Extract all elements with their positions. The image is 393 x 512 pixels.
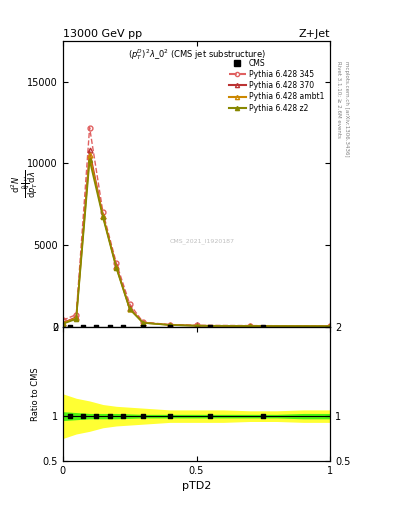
Line: Pythia 6.428 ambt1: Pythia 6.428 ambt1 <box>61 153 332 329</box>
Pythia 6.428 370 <box>101 212 105 219</box>
Pythia 6.428 345 <box>248 323 252 329</box>
Pythia 6.428 345 <box>101 209 105 216</box>
Point <box>93 412 99 420</box>
Point <box>207 323 213 331</box>
Point <box>120 412 126 420</box>
Text: 13000 GeV pp: 13000 GeV pp <box>63 29 142 39</box>
Pythia 6.428 370 <box>114 263 119 269</box>
Point <box>207 412 213 420</box>
Pythia 6.428 z2 <box>328 323 332 329</box>
Pythia 6.428 345 <box>114 260 119 266</box>
Pythia 6.428 z2 <box>87 157 92 163</box>
Pythia 6.428 ambt1 <box>87 152 92 158</box>
Point <box>120 323 126 331</box>
Text: Z+Jet: Z+Jet <box>299 29 330 39</box>
Legend: CMS, Pythia 6.428 345, Pythia 6.428 370, Pythia 6.428 ambt1, Pythia 6.428 z2: CMS, Pythia 6.428 345, Pythia 6.428 370,… <box>226 56 326 115</box>
Pythia 6.428 ambt1 <box>194 323 199 329</box>
Pythia 6.428 345 <box>167 322 172 328</box>
Pythia 6.428 z2 <box>61 321 65 327</box>
Pythia 6.428 ambt1 <box>74 315 79 321</box>
Pythia 6.428 ambt1 <box>167 322 172 328</box>
Y-axis label: Ratio to CMS: Ratio to CMS <box>31 367 40 421</box>
Line: Pythia 6.428 345: Pythia 6.428 345 <box>61 125 332 328</box>
Point <box>80 323 86 331</box>
Y-axis label: $\mathrm{d}^2N$
$\overline{\mathrm{d}p_T\,\mathrm{d}\lambda}$: $\mathrm{d}^2N$ $\overline{\mathrm{d}p_T… <box>9 170 40 198</box>
Pythia 6.428 ambt1 <box>101 212 105 219</box>
Pythia 6.428 345 <box>87 124 92 131</box>
Pythia 6.428 345 <box>61 317 65 324</box>
Pythia 6.428 z2 <box>74 316 79 322</box>
Pythia 6.428 ambt1 <box>61 320 65 326</box>
Point <box>93 323 99 331</box>
Pythia 6.428 ambt1 <box>141 319 145 326</box>
Point <box>167 412 173 420</box>
Text: mcplots.cern.ch [arXiv:1306.3436]: mcplots.cern.ch [arXiv:1306.3436] <box>344 61 349 157</box>
Pythia 6.428 z2 <box>141 320 145 326</box>
Text: Rivet 3.1.10; ≥ 2.6M events: Rivet 3.1.10; ≥ 2.6M events <box>336 61 341 138</box>
Point <box>260 412 266 420</box>
Pythia 6.428 370 <box>328 323 332 329</box>
Line: Pythia 6.428 z2: Pythia 6.428 z2 <box>61 158 332 328</box>
Pythia 6.428 370 <box>167 322 172 328</box>
Line: Pythia 6.428 370: Pythia 6.428 370 <box>61 148 332 329</box>
Point <box>66 412 73 420</box>
X-axis label: pTD2: pTD2 <box>182 481 211 491</box>
Pythia 6.428 z2 <box>127 306 132 312</box>
Pythia 6.428 345 <box>328 323 332 329</box>
Pythia 6.428 370 <box>194 323 199 329</box>
Pythia 6.428 z2 <box>194 323 199 329</box>
Pythia 6.428 345 <box>74 311 79 317</box>
Point <box>80 412 86 420</box>
Pythia 6.428 ambt1 <box>127 306 132 312</box>
Point <box>107 323 113 331</box>
Pythia 6.428 345 <box>127 301 132 307</box>
Pythia 6.428 370 <box>141 319 145 326</box>
Text: CMS_2021_I1920187: CMS_2021_I1920187 <box>169 238 234 244</box>
Point <box>66 323 73 331</box>
Pythia 6.428 z2 <box>114 265 119 271</box>
Pythia 6.428 345 <box>194 322 199 328</box>
Pythia 6.428 ambt1 <box>248 323 252 329</box>
Text: $\frac{1}{\mathrm{d}\sigma}$: $\frac{1}{\mathrm{d}\sigma}$ <box>20 176 31 192</box>
Pythia 6.428 z2 <box>167 322 172 328</box>
Pythia 6.428 370 <box>61 319 65 326</box>
Point <box>140 323 146 331</box>
Point <box>167 323 173 331</box>
Pythia 6.428 370 <box>127 305 132 311</box>
Point <box>140 412 146 420</box>
Pythia 6.428 z2 <box>248 323 252 329</box>
Text: $(p_T^D)^2\lambda\_0^2$ (CMS jet substructure): $(p_T^D)^2\lambda\_0^2$ (CMS jet substru… <box>128 47 265 61</box>
Pythia 6.428 370 <box>87 147 92 154</box>
Point <box>260 323 266 331</box>
Pythia 6.428 370 <box>248 323 252 329</box>
Pythia 6.428 ambt1 <box>328 323 332 329</box>
Pythia 6.428 370 <box>74 314 79 320</box>
Pythia 6.428 345 <box>141 319 145 325</box>
Point <box>107 412 113 420</box>
Pythia 6.428 z2 <box>101 215 105 221</box>
Pythia 6.428 ambt1 <box>114 264 119 270</box>
